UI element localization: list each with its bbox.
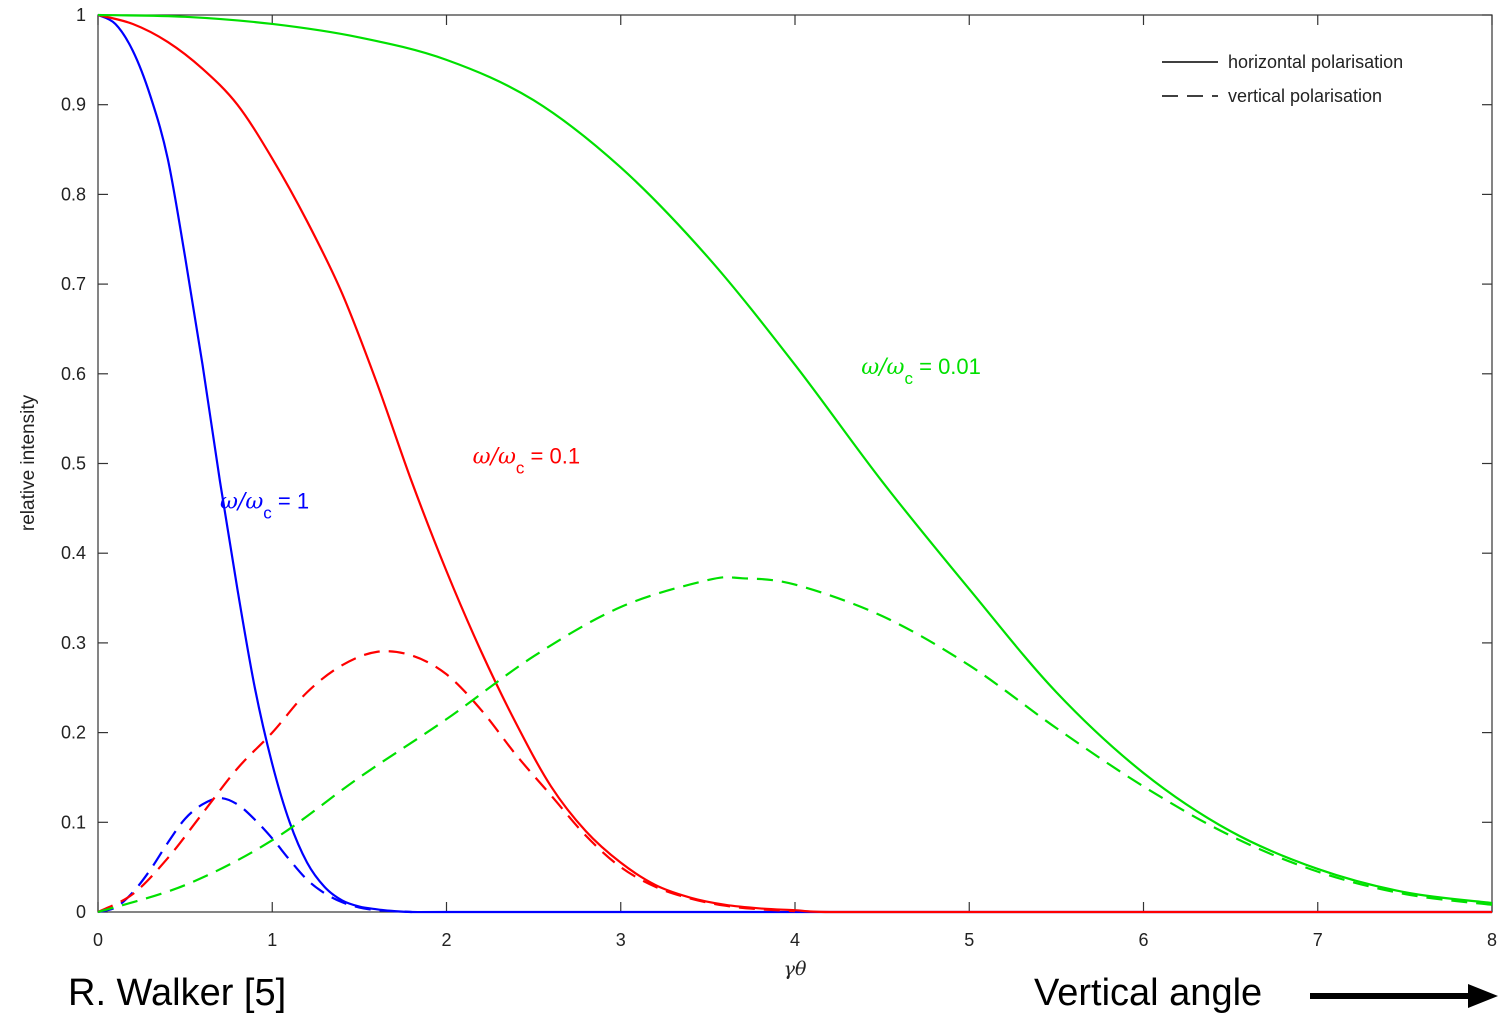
legend: horizontal polarisation vertical polarisa… — [1162, 52, 1403, 106]
arrow-icon — [1310, 984, 1498, 1008]
y-tick-label: 0.4 — [61, 543, 86, 563]
series-lines — [97, 13, 1493, 914]
axis-ticks: 0 1 2 3 4 5 6 7 8 0 0.1 0.2 0.3 0.4 0.5 0.6 0.7 0.8 0.9 1 — [61, 5, 1497, 950]
x-tick-label: 6 — [1138, 930, 1148, 950]
x-tick-label: 0 — [93, 930, 103, 950]
plot-frame — [97, 14, 1493, 913]
legend-label: vertical polarisation — [1228, 86, 1382, 106]
x-tick-label: 2 — [441, 930, 451, 950]
series-annotation: ω/ωc = 1 — [220, 488, 309, 522]
x-tick-label: 8 — [1487, 930, 1497, 950]
x-tick-label: 5 — [964, 930, 974, 950]
series-line-horizontal — [97, 13, 1492, 914]
series-annotations: ω/ωc = 1 ω/ωc = 0.1 ω/ωc = 0.01 — [220, 354, 981, 523]
y-tick-label: 0.1 — [61, 812, 86, 832]
direction-caption: Vertical angle — [1034, 972, 1263, 1014]
y-tick-label: 0.3 — [61, 633, 86, 653]
series-line-horizontal — [97, 13, 1492, 914]
series-line-vertical — [97, 796, 412, 914]
series-line-vertical — [97, 576, 1493, 914]
x-tick-label: 7 — [1313, 930, 1323, 950]
series-annotation: ω/ωc = 0.01 — [861, 354, 981, 388]
series-line-vertical — [97, 650, 796, 913]
y-tick-label: 0.7 — [61, 274, 86, 294]
y-tick-label: 0.9 — [61, 95, 86, 115]
y-axis-label: relative intensity — [18, 394, 39, 531]
x-tick-label: 1 — [267, 930, 277, 950]
y-tick-label: 0.2 — [61, 723, 86, 743]
x-tick-label: 3 — [616, 930, 626, 950]
legend-label: horizontal polarisation — [1228, 52, 1403, 72]
y-tick-label: 0.5 — [61, 454, 86, 474]
y-tick-label: 0.6 — [61, 364, 86, 384]
source-caption: R. Walker [5] — [68, 972, 287, 1014]
y-tick-label: 0 — [76, 902, 86, 922]
x-tick-label: 4 — [790, 930, 800, 950]
series-annotation: ω/ωc = 0.1 — [473, 444, 580, 478]
y-tick-label: 0.8 — [61, 184, 86, 204]
series-line-horizontal — [97, 13, 1493, 905]
x-axis-label: γθ — [784, 958, 807, 980]
y-tick-label: 1 — [76, 5, 86, 25]
